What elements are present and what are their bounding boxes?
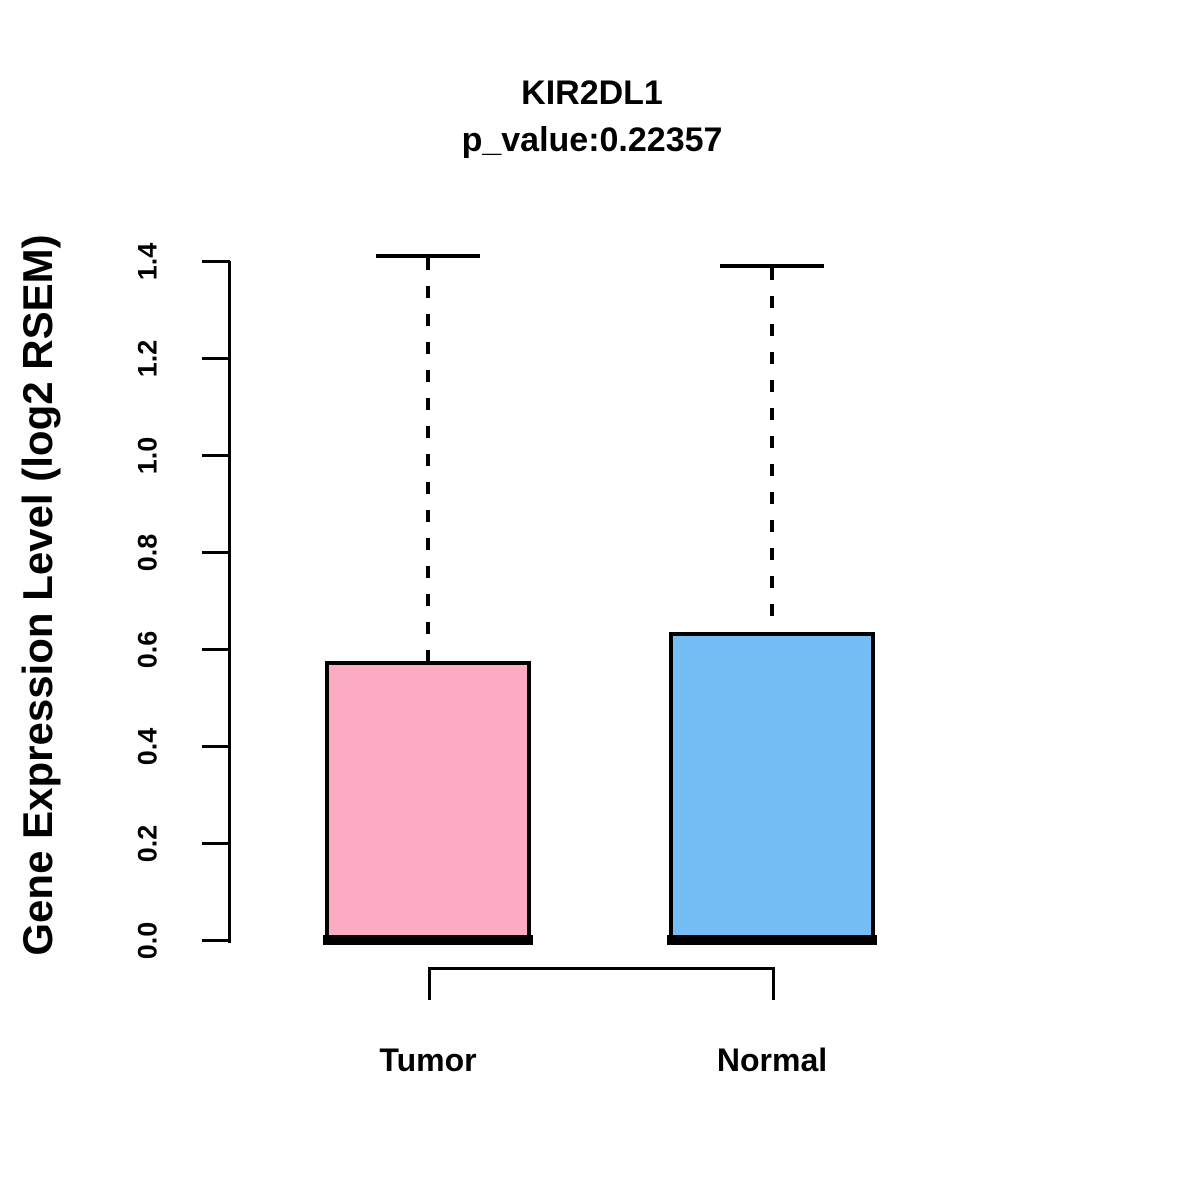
y-axis-tick-label: 0.6 [132,630,163,669]
category-label-normal: Normal [716,1042,828,1078]
y-axis-tick [202,551,230,554]
normal-whisker-cap [720,263,824,268]
comparison-bracket-left-leg [428,967,431,1000]
y-axis-tick [202,648,230,651]
tumor-median-line [323,935,533,945]
tumor-box [325,661,531,944]
y-axis-tick [202,454,230,457]
normal-median-line [667,935,877,945]
y-axis-tick [202,842,230,845]
y-axis-tick [202,260,230,263]
y-axis-tick-label: 0.0 [132,921,163,960]
y-axis-line [228,261,231,943]
y-axis-tick [202,745,230,748]
chart-title-block: KIR2DL1 p_value:0.22357 [230,70,954,164]
y-axis-tick-label: 0.8 [132,533,163,572]
chart-subtitle: p_value:0.22357 [461,121,723,159]
y-axis-tick-label: 1.0 [132,436,163,475]
y-axis-tick-label: 0.4 [132,727,163,766]
normal-whisker-dashed-line [770,267,774,633]
y-axis-label: Gene Expression Level (log2 RSEM) [14,234,61,956]
y-axis-tick-label: 1.2 [132,339,163,378]
tumor-whisker-cap [376,254,480,259]
normal-box [669,632,875,944]
comparison-bracket-right-leg [772,967,775,1000]
y-axis-tick [202,357,230,360]
category-label-tumor: Tumor [379,1042,477,1078]
y-axis-tick [202,939,230,942]
chart-title: KIR2DL1 [521,74,663,112]
comparison-bracket-horizontal [428,967,775,970]
y-axis-tick-label: 1.4 [132,242,163,281]
y-axis-tick-label: 0.2 [132,824,163,863]
tumor-whisker-dashed-line [426,258,430,662]
